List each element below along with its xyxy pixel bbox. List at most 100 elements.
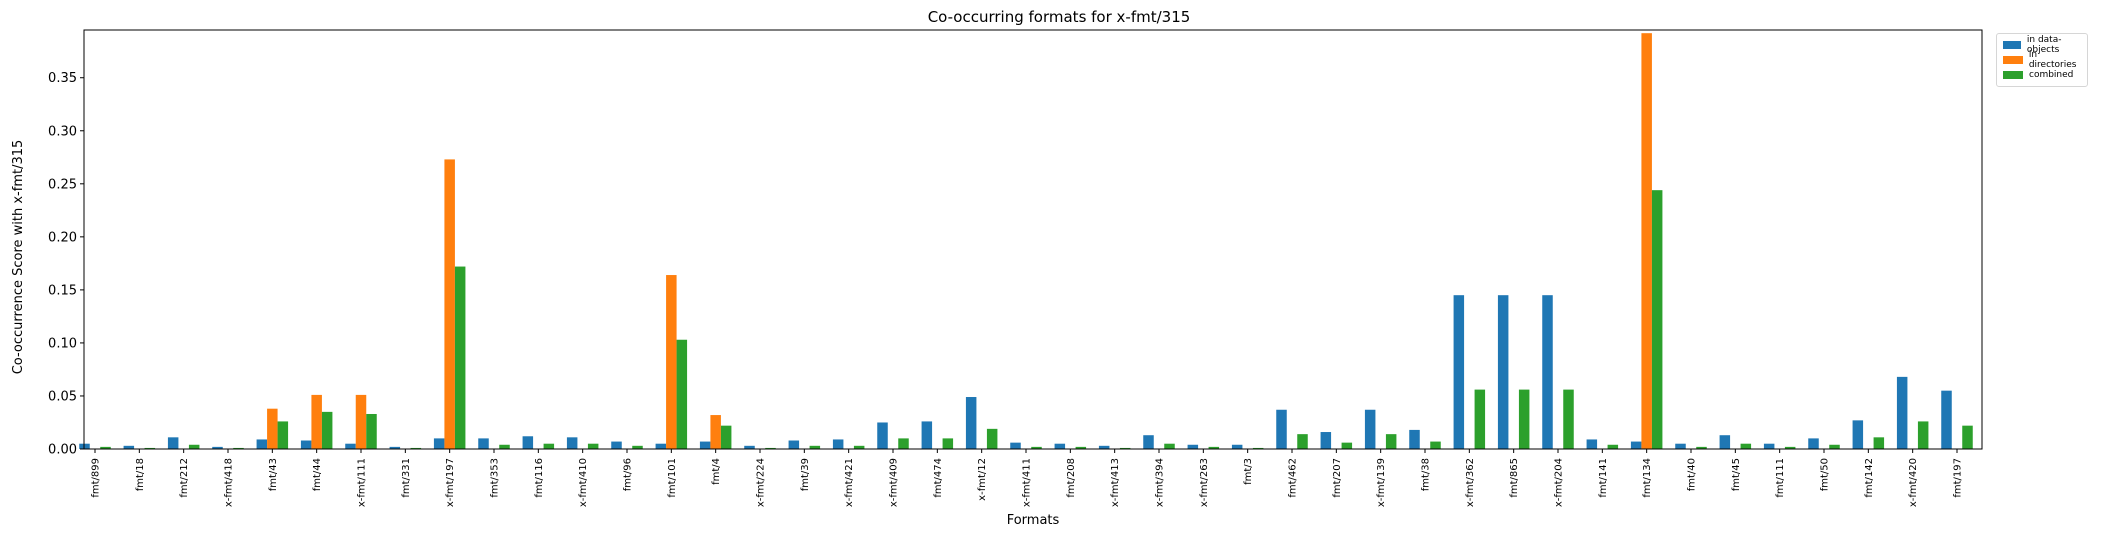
plot-frame [83, 29, 1983, 450]
bar-in-directories-5 [311, 394, 322, 449]
bar-combined-3 [233, 447, 244, 449]
bar-combined-4 [277, 421, 289, 449]
legend-swatch-data-objects [2003, 41, 2021, 49]
bar-in-data-objects-35 [1630, 441, 1642, 449]
bar-in-data-objects-21 [1010, 442, 1021, 449]
bar-in-data-objects-19 [921, 421, 933, 449]
bar-in-data-objects-6 [345, 443, 356, 449]
x-tick-label-25: x-fmt/263 [1199, 458, 1210, 507]
y-tick-label-0: 0.00 [48, 443, 77, 458]
x-tick-label-39: fmt/50 [1820, 458, 1831, 491]
bar-in-directories-6 [355, 394, 367, 449]
x-tick-label-27: fmt/462 [1288, 458, 1299, 498]
x-tick-label-38: fmt/111 [1775, 458, 1786, 498]
bar-combined-41 [1917, 421, 1929, 449]
bar-in-directories-14 [710, 415, 721, 449]
y-axis: 0.00 0.05 0.10 0.15 0.20 0.25 0.30 0.35 [48, 71, 84, 458]
x-tick-label-24: x-fmt/394 [1155, 458, 1166, 507]
bar-in-data-objects-8 [433, 438, 445, 449]
bar-combined-16 [809, 445, 821, 449]
x-tick-label-13: fmt/101 [667, 458, 678, 498]
bar-combined-0 [100, 446, 111, 449]
bar-in-data-objects-13 [655, 443, 667, 449]
bar-in-data-objects-34 [1586, 439, 1598, 449]
bar-in-data-objects-41 [1896, 376, 1908, 449]
bar-in-data-objects-29 [1364, 409, 1376, 449]
x-axis-label: Formats [1007, 513, 1060, 528]
bar-in-data-objects-2 [167, 437, 179, 449]
x-tick-label-41: x-fmt/420 [1908, 458, 1919, 507]
bar-in-data-objects-27 [1276, 409, 1287, 449]
x-tick-label-36: fmt/40 [1687, 458, 1698, 491]
bar-combined-31 [1474, 389, 1486, 449]
bar-combined-30 [1430, 441, 1441, 449]
bar-combined-19 [942, 438, 954, 449]
bar-combined-5 [321, 411, 333, 449]
x-tick-label-2: fmt/212 [179, 458, 190, 498]
bar-combined-22 [1075, 446, 1087, 449]
x-tick-label-34: fmt/141 [1598, 458, 1609, 498]
bar-combined-13 [676, 339, 688, 449]
bar-combined-10 [543, 443, 555, 449]
bar-combined-27 [1297, 434, 1308, 449]
bar-in-data-objects-10 [522, 436, 534, 449]
x-tick-label-9: fmt/353 [490, 458, 501, 498]
bar-in-data-objects-24 [1143, 435, 1154, 449]
bar-combined-18 [898, 438, 909, 449]
bar-combined-35 [1651, 190, 1663, 450]
bar-in-data-objects-37 [1719, 435, 1731, 449]
bar-in-directories-35 [1641, 33, 1652, 450]
legend-item-data-objects: in data-objects [2003, 35, 2087, 55]
bar-combined-9 [499, 444, 510, 449]
x-tick-label-11: x-fmt/410 [578, 458, 589, 507]
bar-in-data-objects-30 [1409, 429, 1420, 449]
bar-in-data-objects-17 [832, 439, 844, 449]
bar-in-data-objects-12 [611, 441, 622, 449]
bar-in-data-objects-4 [256, 439, 268, 449]
bar-combined-20 [986, 428, 998, 449]
x-tick-label-40: fmt/142 [1864, 458, 1875, 498]
x-tick-label-32: fmt/865 [1509, 458, 1520, 498]
x-tick-label-5: fmt/44 [312, 458, 323, 491]
bar-in-data-objects-20 [965, 397, 977, 449]
bar-combined-15 [765, 447, 776, 449]
y-tick-label-5: 0.25 [48, 177, 77, 192]
x-tick-label-6: x-fmt/111 [357, 458, 368, 507]
y-tick-label-3: 0.15 [48, 283, 77, 298]
bars-layer [79, 33, 1973, 450]
bar-combined-39 [1829, 444, 1840, 449]
x-tick-label-28: fmt/207 [1332, 458, 1343, 498]
bar-combined-17 [853, 445, 865, 449]
bar-in-directories-8 [444, 159, 455, 449]
x-tick-label-8: x-fmt/197 [445, 458, 456, 507]
y-tick-label-2: 0.10 [48, 336, 77, 351]
x-tick-label-7: fmt/331 [401, 458, 412, 498]
bar-combined-26 [1252, 447, 1264, 449]
x-tick-label-12: fmt/96 [623, 458, 634, 491]
x-tick-label-20: x-fmt/12 [977, 458, 988, 501]
x-tick-label-31: x-fmt/362 [1465, 458, 1476, 507]
chart-title: Co-occurring formats for x-fmt/315 [928, 8, 1191, 26]
bar-combined-21 [1031, 446, 1042, 449]
x-tick-label-37: fmt/45 [1731, 458, 1742, 491]
bar-combined-23 [1119, 447, 1131, 449]
bar-in-data-objects-7 [389, 446, 401, 449]
bar-in-data-objects-31 [1453, 295, 1465, 449]
x-tick-label-10: fmt/116 [534, 458, 545, 498]
legend-item-directories: in directories [2003, 50, 2087, 70]
bar-combined-25 [1208, 446, 1220, 449]
bar-combined-33 [1563, 389, 1574, 449]
x-tick-label-16: fmt/39 [800, 458, 811, 491]
x-tick-label-19: fmt/474 [933, 458, 944, 498]
bar-combined-12 [632, 445, 643, 449]
bar-combined-40 [1873, 437, 1885, 449]
bar-in-data-objects-22 [1054, 443, 1066, 449]
bar-in-data-objects-32 [1497, 295, 1509, 449]
bar-combined-11 [587, 443, 599, 449]
x-tick-label-42: fmt/197 [1953, 458, 1964, 498]
y-axis-label: Co-occurrence Score with x-fmt/315 [11, 140, 26, 375]
bar-combined-37 [1740, 443, 1752, 449]
x-tick-label-35: fmt/134 [1642, 458, 1653, 498]
bar-combined-28 [1341, 442, 1353, 449]
y-tick-label-1: 0.05 [48, 389, 77, 404]
